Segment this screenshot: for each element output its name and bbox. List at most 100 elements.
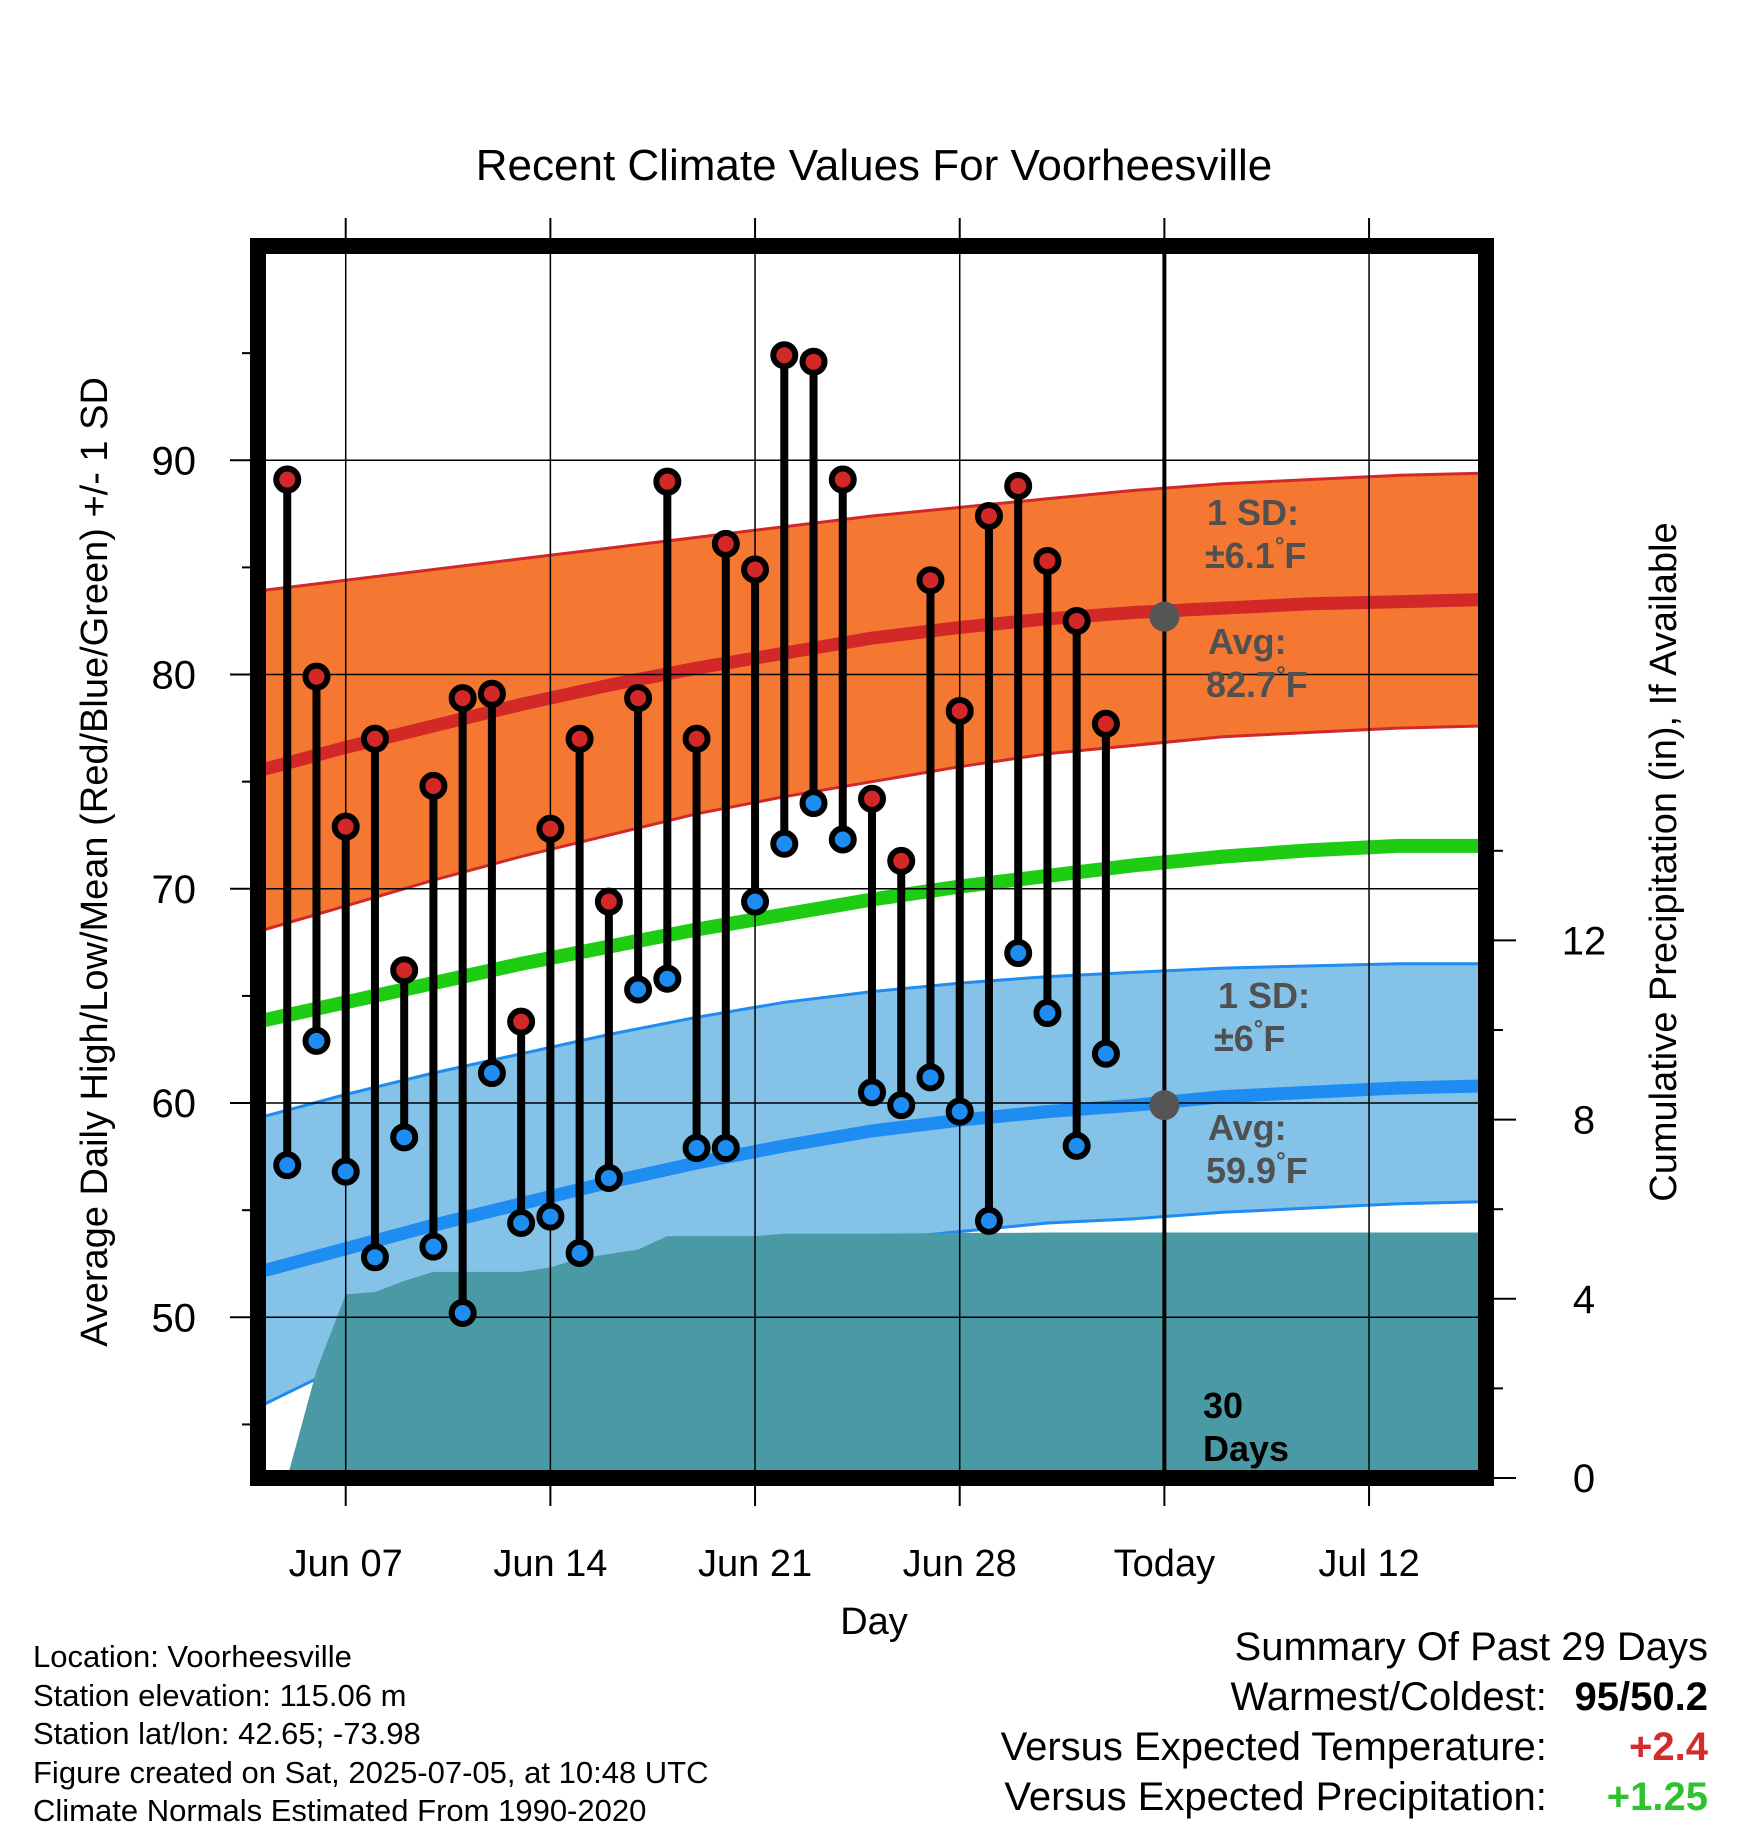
chart-title: Recent Climate Values For Voorheesville [476,141,1272,190]
temperature-row: Versus Expected Temperature: +2.4 [1001,1722,1708,1772]
warmest-coldest-value: 95/50.2 [1574,1675,1708,1719]
low-marker [770,829,799,858]
x-tick-label: Jul 12 [1318,1543,1419,1585]
low-sd-label: 1 SD: [1218,975,1310,1016]
low-marker [448,1299,477,1328]
y2-tick-label: 8 [1573,1099,1595,1143]
y2-axis-label: Cumulative Precipitation (in), If Availa… [1643,522,1685,1201]
low-average-label: Avg: [1208,1107,1287,1148]
high-average-marker [1149,601,1180,632]
low-marker [1004,939,1033,968]
today-days-count: 30 [1203,1385,1243,1426]
y-tick-label: 70 [152,868,197,912]
high-marker [448,684,477,713]
precipitation-row: Versus Expected Precipitation: +1.25 [1001,1772,1708,1822]
high-marker [945,696,974,725]
low-marker [945,1097,974,1126]
low-marker [565,1239,594,1268]
high-marker [1033,546,1062,575]
location-text: Location: Voorheesville [33,1639,352,1674]
high-average-value: 82.7°F [1206,662,1308,705]
low-average-marker [1149,1090,1180,1121]
low-marker [711,1134,740,1163]
high-marker [858,784,886,813]
low-marker [624,975,653,1004]
high-marker [711,529,740,558]
warmest-coldest-label: Warmest/Coldest: [1230,1675,1547,1719]
high-marker [273,465,302,494]
high-marker [1091,709,1120,738]
x-tick-label: Jun 14 [493,1543,607,1585]
y-axis-label: Average Daily High/Low/Mean (Red/Blue/Gr… [74,377,116,1347]
y-tick-label: 50 [152,1296,197,1340]
low-marker [858,1078,886,1107]
low-marker [653,964,682,993]
high-sd-band [258,471,1486,934]
low-marker [594,1164,623,1193]
created-text: Figure created on Sat, 2025-07-05, at 10… [33,1754,709,1790]
high-marker [390,956,419,985]
low-marker [390,1123,419,1152]
warmest-coldest-row: Warmest/Coldest: 95/50.2 [1001,1672,1709,1722]
high-marker [799,347,828,376]
high-average-label: Avg: [1208,621,1287,662]
low-marker [360,1243,389,1272]
high-marker [916,566,945,595]
low-marker [1091,1039,1120,1068]
high-marker [741,555,770,584]
coldest-value: 50.2 [1630,1675,1708,1719]
y-tick-label: 60 [152,1082,197,1126]
low-sd-value: ±6°F [1214,1016,1285,1059]
low-marker [419,1232,448,1261]
low-marker [1033,999,1062,1028]
low-marker [1062,1131,1091,1160]
high-marker [974,501,1003,530]
x-tick-label: Jun 21 [698,1543,812,1585]
low-marker [682,1134,711,1163]
temperature-label: Versus Expected Temperature: [1000,1725,1547,1769]
low-average-value: 59.9°F [1206,1148,1308,1191]
low-marker [477,1059,506,1088]
low-marker [799,789,828,818]
summary-title: Summary Of Past 29 Days [1234,1625,1708,1669]
high-marker [770,341,799,370]
station-info: Location: Voorheesville Station elevatio… [33,1638,709,1831]
high-marker [1004,471,1033,500]
warmest-value: 95 [1574,1675,1620,1719]
high-marker [536,814,565,843]
y2-tick-label: 4 [1573,1278,1595,1322]
high-marker [507,1007,536,1036]
low-marker [331,1157,360,1186]
x-tick-label: Jun 07 [289,1543,403,1585]
high-marker [331,812,360,841]
y2-tick-label: 12 [1562,919,1607,963]
high-marker [1062,606,1091,635]
high-marker [565,724,594,753]
low-marker [741,887,770,916]
x-axis-label: Day [840,1601,908,1643]
precipitation-value: +1.25 [1606,1775,1708,1819]
precipitation-area [287,1232,1486,1478]
low-marker [828,825,857,854]
high-marker [828,465,857,494]
high-marker [302,662,331,691]
low-marker [974,1206,1003,1235]
normals-text: Climate Normals Estimated From 1990-2020 [33,1793,647,1828]
low-marker [916,1063,945,1092]
elevation-text: Station elevation: 115.06 m [33,1677,407,1713]
high-marker [624,684,653,713]
high-marker [477,679,506,708]
latlon-text: Station lat/lon: 42.65; -73.98 [33,1716,421,1751]
plot-area [258,246,1486,1478]
today-days-word: Days [1203,1428,1289,1469]
x-tick-label: Jun 28 [903,1543,1017,1585]
high-marker [419,771,448,800]
plot-frame [250,238,1494,1486]
low-marker [273,1151,302,1180]
temperature-value: +2.4 [1629,1725,1708,1769]
axes: Jun 07 Jun 14 Jun 21 Jun 28 Today Jul 12 Day 50… [74,218,1685,1643]
high-marker [653,467,682,496]
x-tick-label: Today [1114,1543,1215,1585]
y-tick-label: 90 [152,439,197,483]
y-tick-label: 80 [152,654,197,698]
